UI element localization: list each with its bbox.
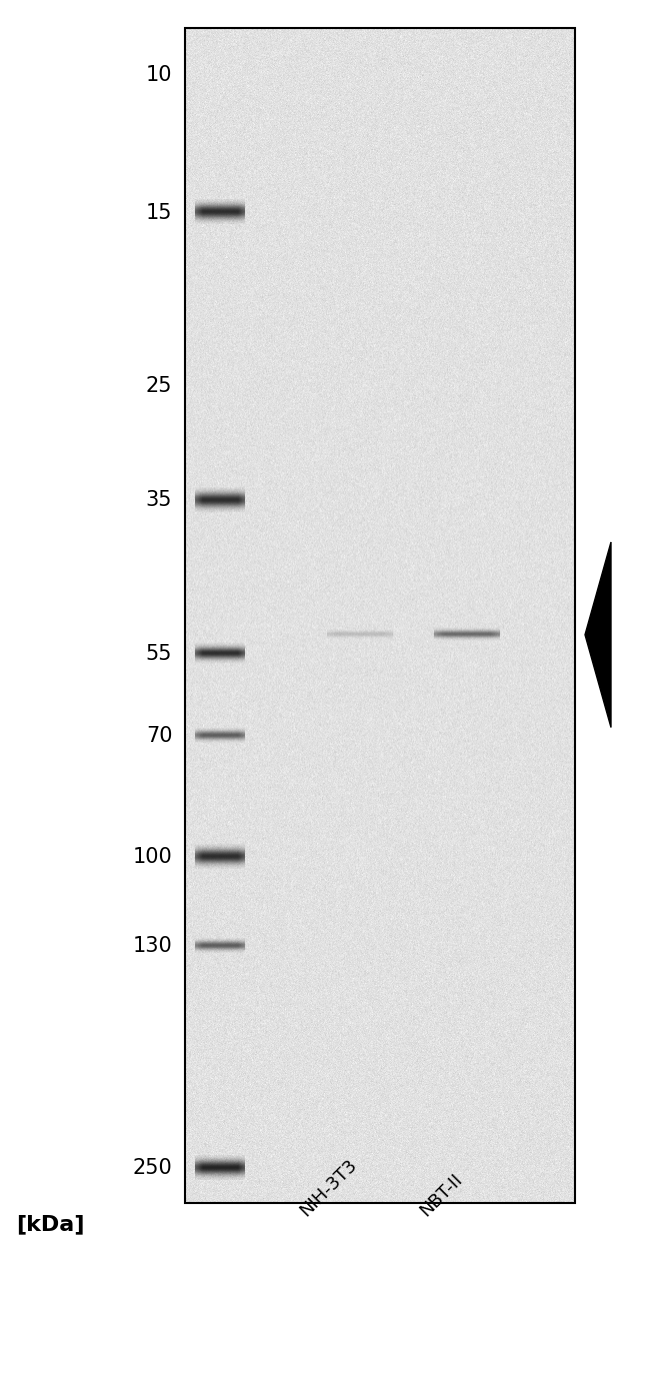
Text: 70: 70 [146, 726, 172, 746]
Polygon shape [585, 541, 611, 727]
Text: 100: 100 [133, 846, 172, 867]
Text: 25: 25 [146, 376, 172, 396]
Text: 35: 35 [146, 490, 172, 511]
Text: 250: 250 [133, 1158, 172, 1178]
Text: [kDa]: [kDa] [16, 1214, 84, 1234]
Text: 130: 130 [133, 936, 172, 956]
Text: 10: 10 [146, 64, 172, 85]
Text: 55: 55 [146, 644, 172, 663]
Text: NBT-II: NBT-II [416, 1170, 466, 1220]
Bar [185, 28, 575, 1203]
Text: NIH-3T3: NIH-3T3 [296, 1156, 360, 1220]
Text: 15: 15 [146, 203, 172, 222]
